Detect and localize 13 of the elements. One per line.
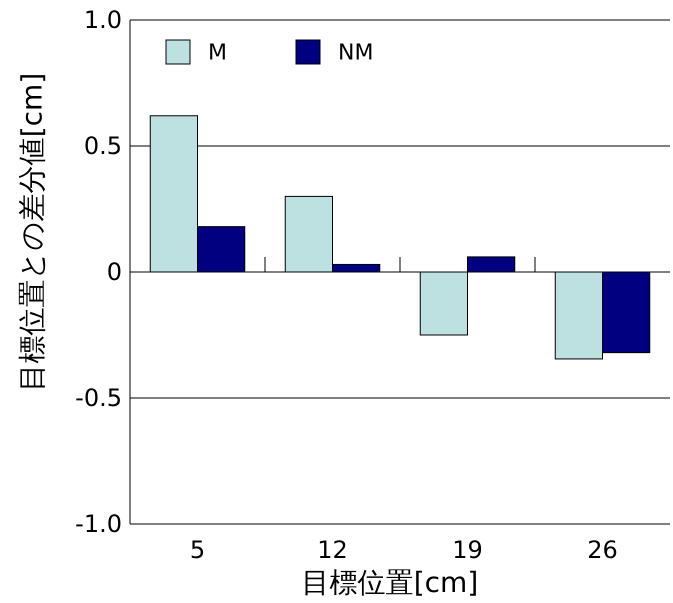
y-tick-label: -1.0: [75, 510, 122, 538]
y-axis-title: 目標位置との差分値[cm]: [16, 72, 48, 392]
x-tick-label: 12: [317, 536, 348, 564]
legend-label: NM: [338, 40, 374, 66]
y-tick-label: -0.5: [75, 384, 122, 412]
y-tick-label: 1.0: [84, 6, 122, 34]
x-tick-label: 5: [190, 536, 206, 564]
x-axis-title: 目標位置[cm]: [302, 566, 478, 599]
y-tick-label: 0: [106, 258, 122, 286]
x-tick-label: 26: [587, 536, 618, 564]
x-tick-label: 19: [452, 536, 483, 564]
y-tick-label: 0.5: [84, 132, 122, 160]
legend-label: M: [208, 40, 227, 66]
